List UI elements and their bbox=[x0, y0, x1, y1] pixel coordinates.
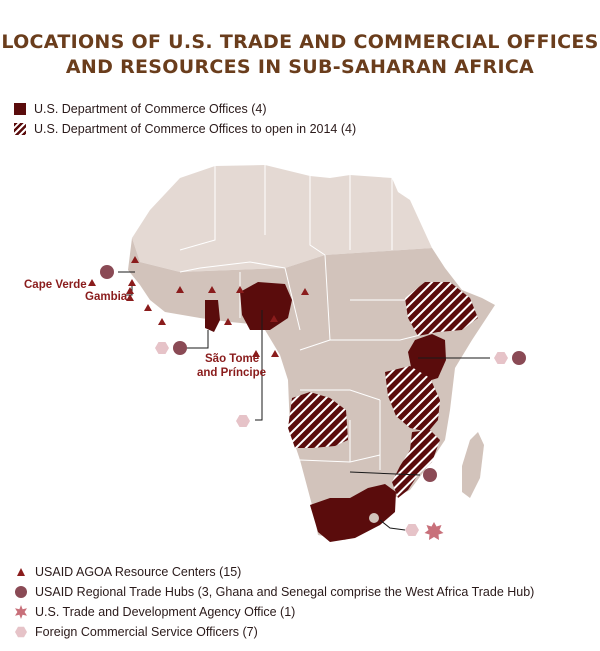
triangle-icon bbox=[158, 318, 166, 325]
hexagon-icon bbox=[494, 352, 508, 364]
triangle-icon bbox=[144, 304, 152, 311]
circle-icon bbox=[512, 351, 526, 365]
north-africa-landmass bbox=[132, 165, 432, 272]
hexagon-icon bbox=[405, 524, 419, 536]
star-icon bbox=[14, 605, 28, 619]
leader-lines bbox=[118, 271, 490, 531]
legend-label: U.S. Trade and Development Agency Office… bbox=[35, 605, 296, 619]
office-ghana bbox=[205, 300, 220, 332]
label-gambia: Gambia bbox=[85, 291, 128, 303]
triangle-icon bbox=[208, 286, 216, 293]
map-title-line-1: LOCATIONS OF U.S. TRADE AND COMMERCIAL O… bbox=[1, 31, 599, 53]
legend-item-fcs: Foreign Commercial Service Officers (7) bbox=[14, 622, 534, 642]
legend-item-commerce-offices: U.S. Department of Commerce Offices (4) bbox=[14, 99, 356, 119]
resource-legend: USAID AGOA Resource Centers (15) USAID R… bbox=[14, 562, 534, 642]
legend-label: USAID AGOA Resource Centers (15) bbox=[35, 565, 242, 579]
triangle-icon bbox=[88, 279, 96, 286]
circle-icon bbox=[423, 468, 437, 482]
lesotho-enclave bbox=[369, 513, 379, 523]
triangle-icon bbox=[14, 565, 28, 579]
legend-label: U.S. Department of Commerce Offices (4) bbox=[34, 102, 267, 116]
hatched-square-icon bbox=[14, 123, 26, 135]
madagascar bbox=[462, 432, 484, 498]
legend-item-trade-hubs: USAID Regional Trade Hubs (3, Ghana and … bbox=[14, 582, 534, 602]
agoa-resource-centers bbox=[88, 256, 309, 357]
legend-label: Foreign Commercial Service Officers (7) bbox=[35, 625, 258, 639]
circle-icon bbox=[100, 265, 114, 279]
triangle-icon bbox=[271, 350, 279, 357]
hexagon-icon bbox=[14, 625, 28, 639]
circle-icon bbox=[173, 341, 187, 355]
triangle-icon bbox=[236, 286, 244, 293]
triangle-icon bbox=[224, 318, 232, 325]
map-title: LOCATIONS OF U.S. TRADE AND COMMERCIAL O… bbox=[0, 30, 600, 80]
triangle-icon bbox=[126, 294, 134, 301]
label-sao-tome: São Tomé bbox=[205, 353, 259, 365]
legend-item-offices-to-open: U.S. Department of Commerce Offices to o… bbox=[14, 119, 356, 139]
foreign-commercial-service-officers bbox=[155, 342, 508, 536]
office-legend: U.S. Department of Commerce Offices (4) … bbox=[14, 99, 356, 139]
solid-square-icon bbox=[14, 103, 26, 115]
hexagon-icon bbox=[236, 415, 250, 427]
circle-icon bbox=[14, 585, 28, 599]
office-nigeria bbox=[240, 282, 292, 330]
triangle-icon bbox=[131, 256, 139, 263]
office-south-africa bbox=[310, 484, 396, 542]
triangle-icon bbox=[301, 288, 309, 295]
office-tanzania bbox=[385, 366, 440, 432]
legend-label: U.S. Department of Commerce Offices to o… bbox=[34, 122, 357, 136]
hexagon-icon bbox=[155, 342, 169, 354]
label-cape-verde: Cape Verde bbox=[24, 279, 87, 291]
office-angola bbox=[288, 392, 348, 448]
regional-trade-hubs bbox=[100, 265, 526, 482]
triangle-icon bbox=[128, 279, 136, 286]
triangle-icon bbox=[176, 286, 184, 293]
office-mozambique bbox=[392, 430, 440, 498]
label-and-principe: and Príncipe bbox=[197, 367, 266, 379]
triangle-icon bbox=[126, 287, 134, 294]
legend-item-agoa: USAID AGOA Resource Centers (15) bbox=[14, 562, 534, 582]
legend-item-tda: U.S. Trade and Development Agency Office… bbox=[14, 602, 534, 622]
star-icon bbox=[424, 522, 444, 540]
country-borders bbox=[179, 165, 441, 470]
map-title-line-2: AND RESOURCES IN SUB-SAHARAN AFRICA bbox=[65, 56, 535, 78]
office-ethiopia bbox=[405, 282, 478, 336]
triangle-icon bbox=[252, 350, 260, 357]
legend-label: USAID Regional Trade Hubs (3, Ghana and … bbox=[35, 585, 535, 599]
triangle-icon bbox=[270, 315, 278, 322]
